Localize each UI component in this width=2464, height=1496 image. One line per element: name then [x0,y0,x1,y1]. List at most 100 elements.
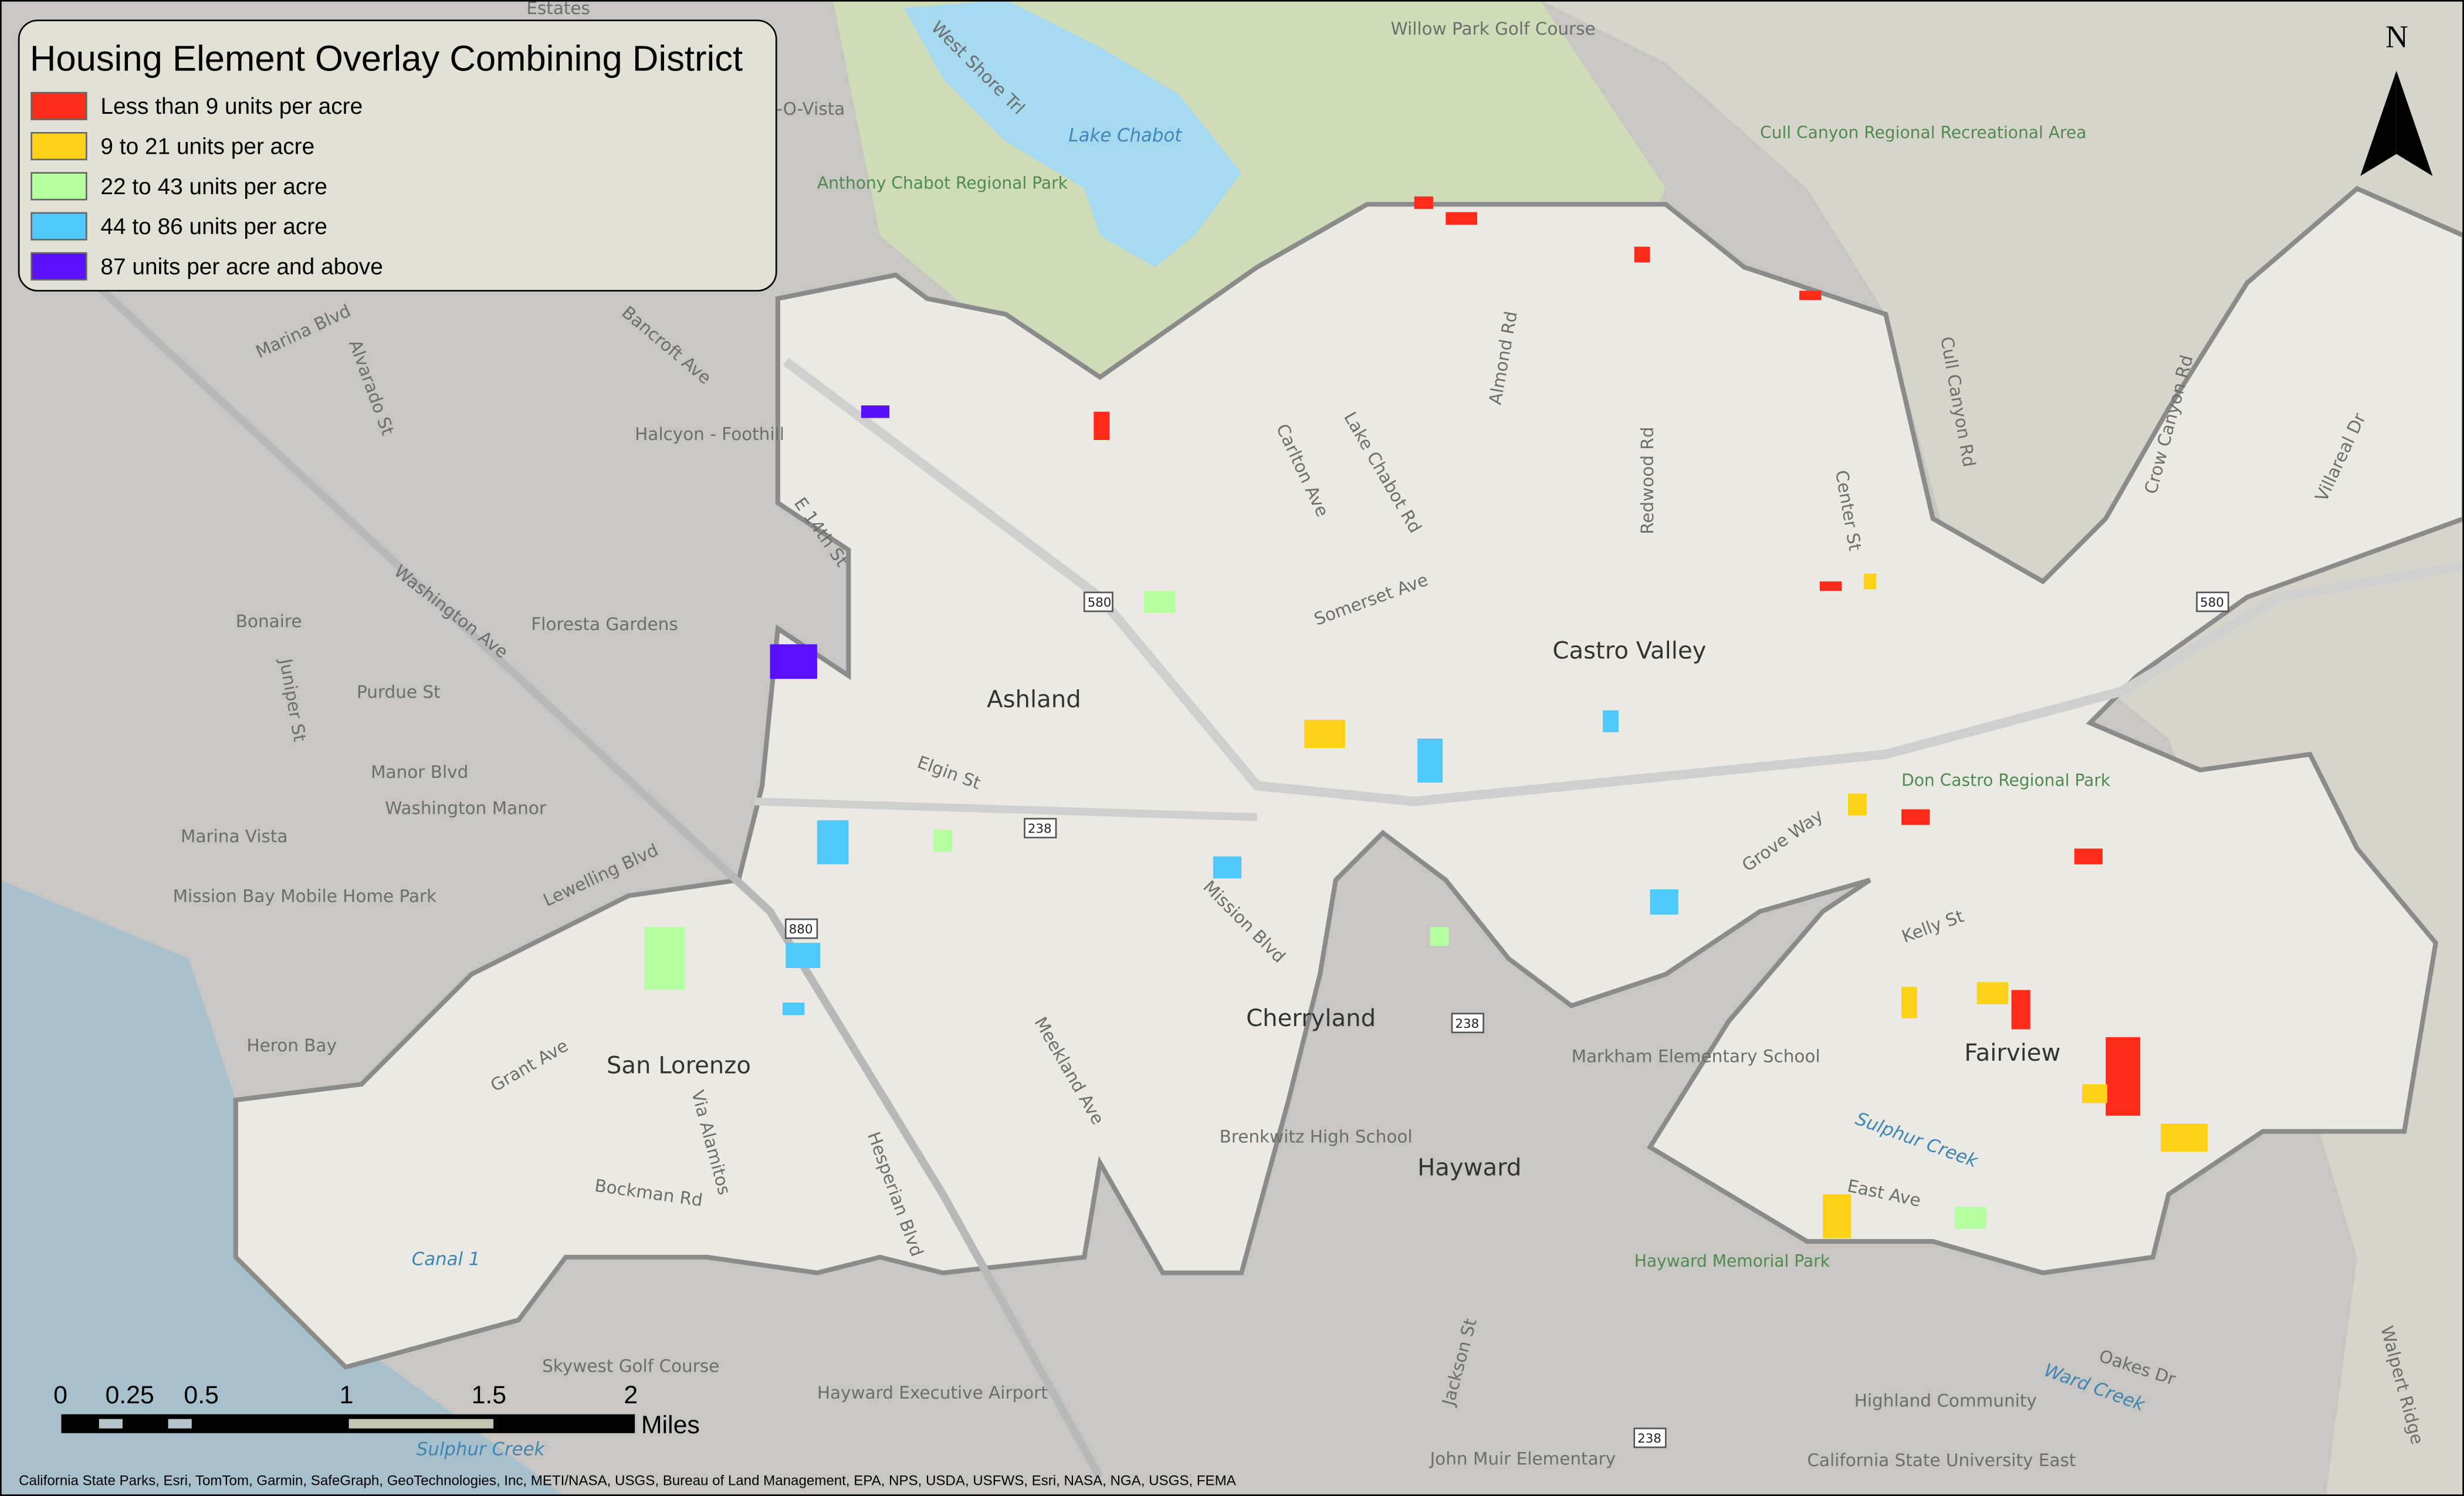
parcel-blue[interactable] [1650,889,1678,915]
scale-unit: Miles [641,1411,700,1439]
parcel-yellow[interactable] [1848,793,1867,816]
label-o-vista: -O-Vista [776,99,845,119]
shield-238: 238 [1633,1427,1667,1448]
label-mission-bay: Mission Bay Mobile Home Park [173,886,437,906]
label-hayward: Hayward [1417,1155,1521,1182]
label-cull-canyon: Cull Canyon Regional Recreational Area [1760,123,2086,143]
parcel-blue[interactable] [786,943,821,968]
svg-text:238: 238 [1028,822,1052,837]
label-lake-chabot: Lake Chabot [1068,125,1183,146]
parcel-yellow[interactable] [2161,1123,2208,1152]
legend-item-label: 22 to 43 units per acre [100,174,327,199]
legend-item-label: 87 units per acre and above [100,254,383,279]
label-willow-park: Willow Park Golf Course [1391,19,1596,39]
parcel-yellow[interactable] [1976,982,2009,1004]
shield-580: 580 [1083,591,1113,612]
parcel-yellow[interactable] [1823,1194,1852,1238]
svg-text:580: 580 [1088,595,1112,610]
shield-238: 238 [1024,818,1057,839]
district-boundary[interactable] [233,185,2464,1370]
parcel-blue[interactable] [1213,856,1242,879]
svg-text:238: 238 [1637,1431,1661,1446]
legend-title: Housing Element Overlay Combining Distri… [30,39,743,79]
legend-swatch [31,172,87,201]
parcel-green[interactable] [644,927,685,990]
scale-tick: 1 [340,1381,354,1409]
legend-item-label: Less than 9 units per acre [100,94,363,119]
label-markham: Markham Elementary School [1572,1047,1820,1067]
label-castro-valley: Castro Valley [1552,637,1706,664]
freeway-580 [783,357,2464,807]
parcel-red[interactable] [2011,990,2030,1030]
svg-text:580: 580 [2200,595,2224,610]
svg-text:238: 238 [1455,1017,1479,1031]
parcel-blue[interactable] [817,820,849,865]
label-john-muir: John Muir Elementary [1429,1448,1616,1468]
scale-tick: 0 [53,1381,67,1409]
legend-box [18,19,777,292]
legend-swatch [31,92,87,120]
label-hayward-memorial: Hayward Memorial Park [1634,1251,1830,1271]
label-airport: Hayward Executive Airport [817,1383,1048,1403]
parcel-red[interactable] [1634,246,1650,263]
parcel-blue[interactable] [782,1002,805,1016]
parcel-green[interactable] [1430,927,1449,946]
legend-item-label: 9 to 21 units per acre [100,134,314,159]
label-fairview: Fairview [1964,1040,2060,1067]
bay-water [0,880,566,1496]
label-bonaire: Bonaire [236,611,302,631]
label-san-lorenzo: San Lorenzo [607,1052,751,1079]
freeway-238 [754,797,1258,821]
parcel-red[interactable] [2074,848,2103,865]
parcel-purple[interactable] [770,644,817,679]
parcel-red[interactable] [1094,411,1110,440]
legend-swatch [31,252,87,281]
parcel-blue[interactable] [1603,710,1619,733]
parcel-yellow[interactable] [1901,987,1917,1018]
lake-chabot-water [903,0,1242,268]
parcel-yellow[interactable] [1304,719,1345,748]
legend-item-label: 44 to 86 units per acre [100,214,327,239]
street-redwood-rd: Redwood Rd [1637,427,1657,534]
street-manor: Manor Blvd [371,762,468,782]
scale-tick: 0.5 [184,1381,219,1409]
scale-bar: 0 0.25 0.5 1 1.5 2 Miles [53,1381,700,1439]
label-csu: California State University East [1807,1450,2076,1470]
parcel-red[interactable] [1799,290,1822,300]
parcel-blue[interactable] [1417,738,1443,783]
shield-238: 238 [1451,1013,1484,1034]
north-arrow-icon: N [2360,19,2433,177]
label-don-castro: Don Castro Regional Park [1901,770,2111,790]
parcel-yellow[interactable] [2082,1084,2107,1104]
label-canal1: Canal 1 [412,1248,480,1270]
label-washington-manor: Washington Manor [385,798,547,818]
label-halcyon: Halcyon - Foothill [635,424,784,444]
label-heron-bay: Heron Bay [247,1035,337,1055]
parcel-purple[interactable] [861,405,890,418]
scale-tick: 0.25 [105,1381,154,1409]
legend: Housing Element Overlay Combining Distri… [18,19,777,292]
label-estates: Estates [526,0,590,18]
attribution: California State Parks, Esri, TomTom, Ga… [19,1473,1237,1488]
parcel-red[interactable] [1414,196,1433,209]
parcel-green[interactable] [1144,591,1176,613]
legend-swatch [31,212,87,241]
shield-880: 880 [784,918,818,939]
legend-swatch [31,131,87,161]
parcel-yellow[interactable] [1863,573,1877,590]
parcel-red[interactable] [2106,1037,2141,1116]
parcel-red[interactable] [1446,212,1477,225]
parcel-red[interactable] [1901,809,1930,825]
parcel-red[interactable] [1819,581,1842,591]
parcel-green[interactable] [1955,1207,1986,1229]
north-arrow-label: N [2385,19,2408,54]
freeway-880 [92,280,1104,1480]
label-sulphur-creek-2: Sulphur Creek [417,1439,546,1460]
highway-shields: 580 238 880 238 238 580 [784,591,2229,1448]
street-purdue: Purdue St [357,682,441,702]
parcel-green[interactable] [933,830,953,852]
label-floresta: Floresta Gardens [531,614,678,634]
label-cherryland: Cherryland [1246,1005,1376,1032]
label-brenkwitz: Brenkwitz High School [1220,1126,1413,1146]
